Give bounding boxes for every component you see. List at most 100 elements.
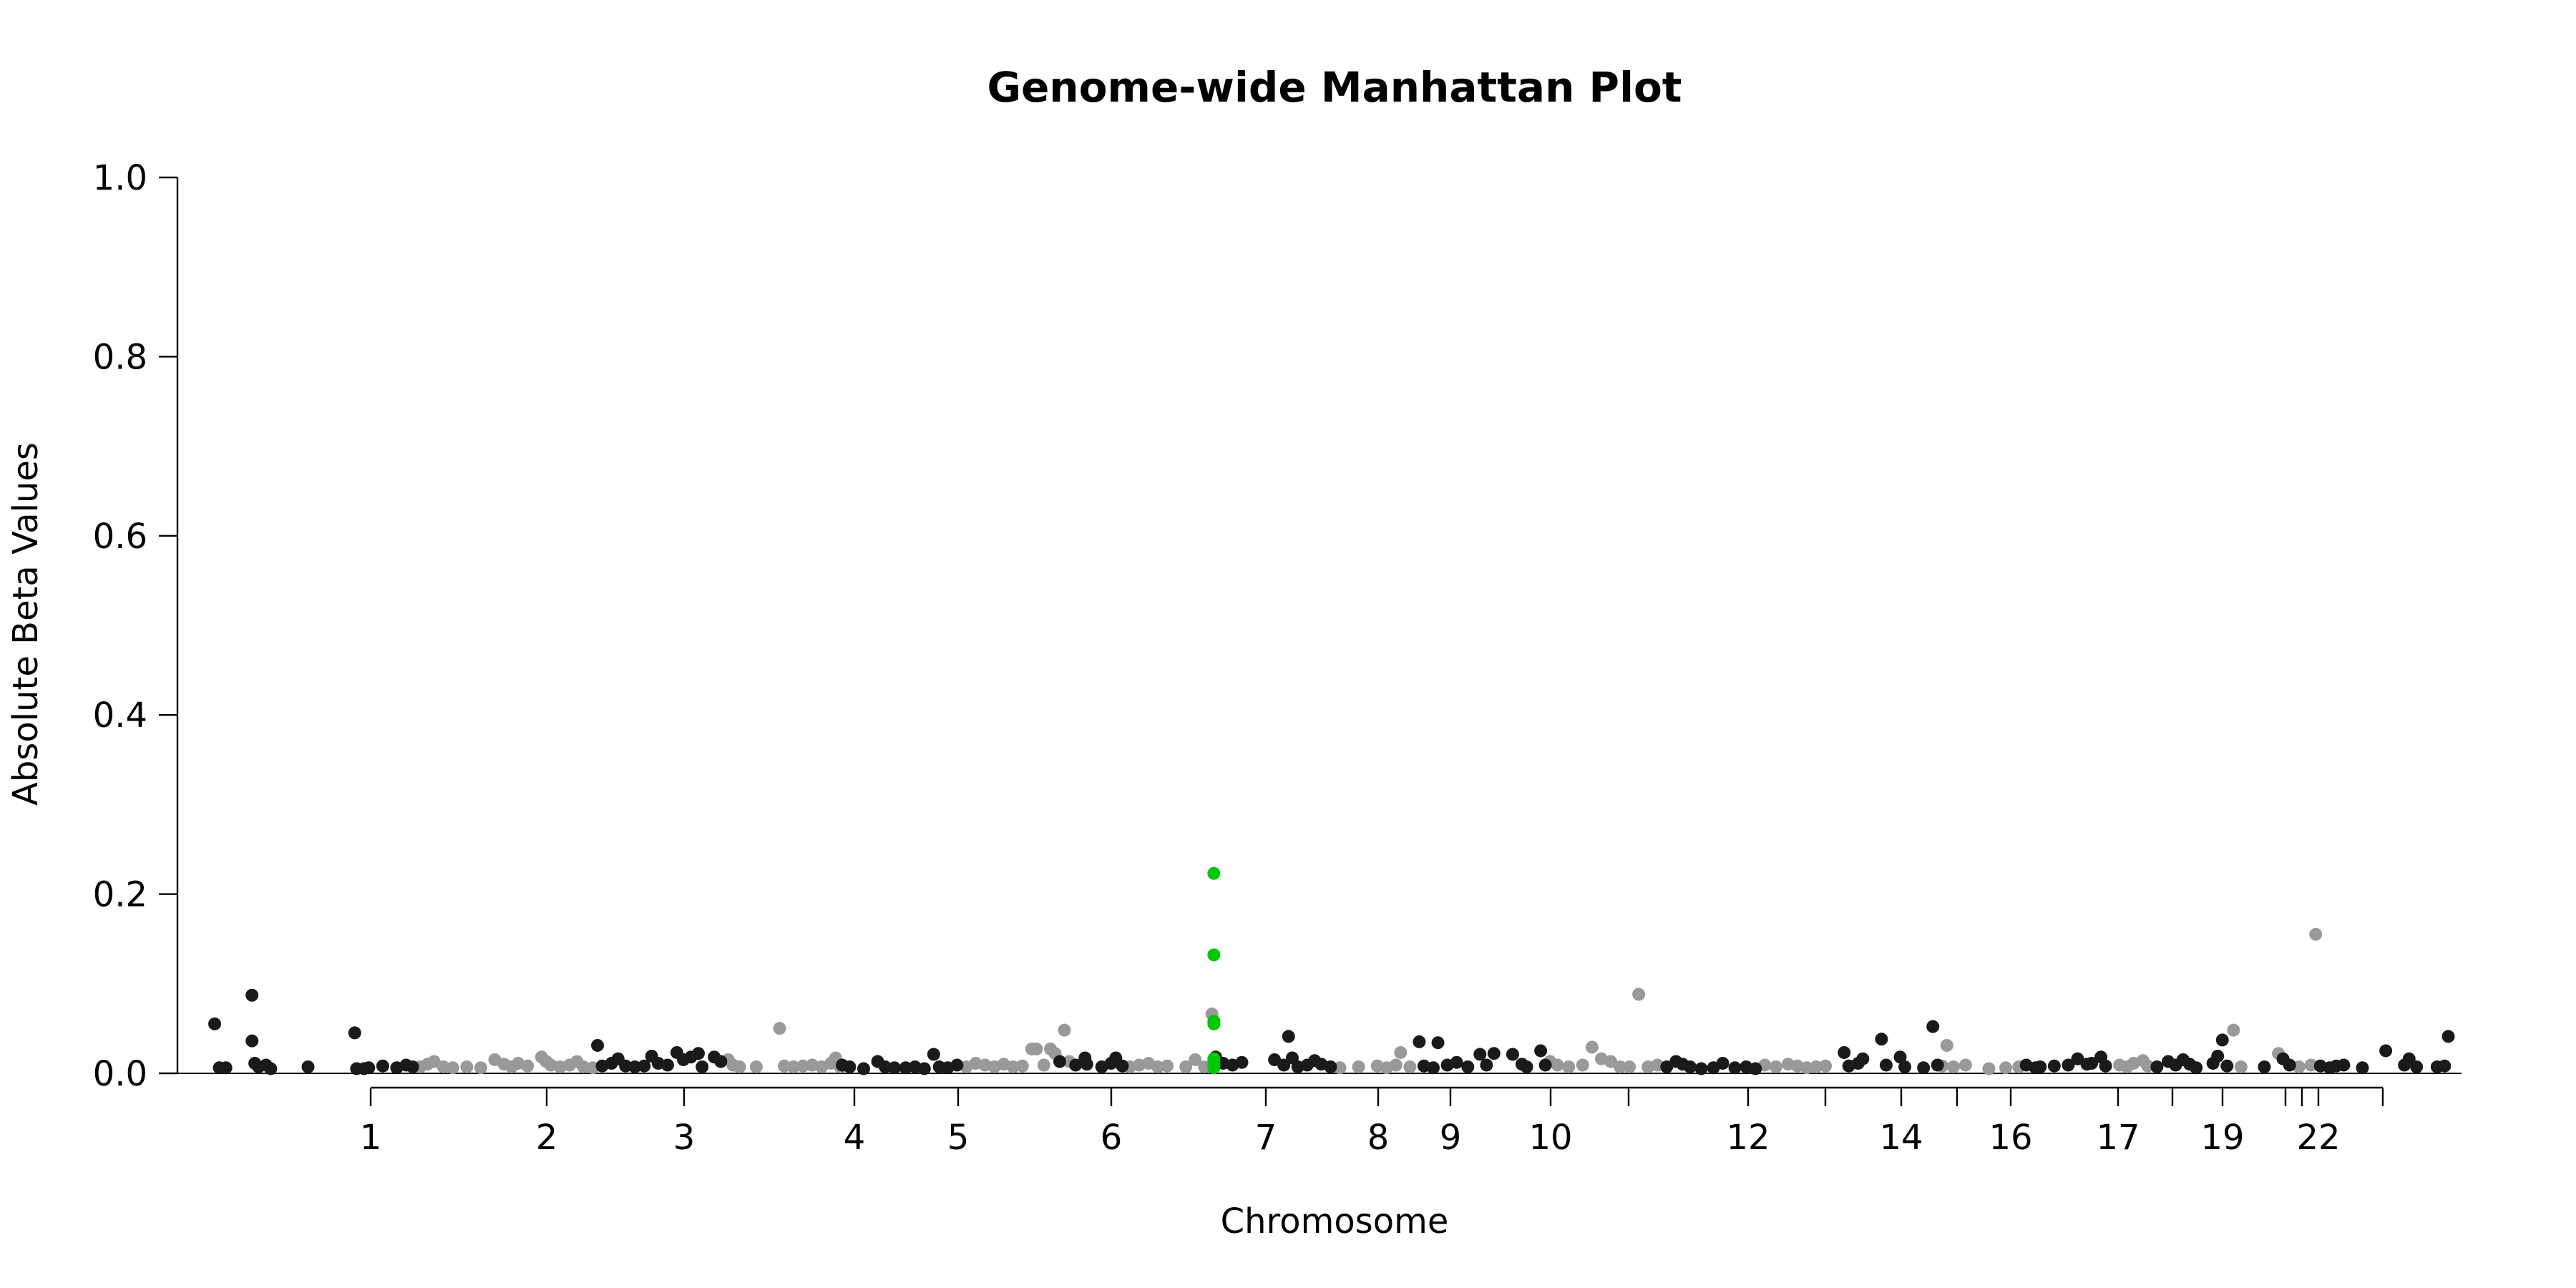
data-point [878, 1060, 892, 1073]
data-point [1940, 1038, 1953, 1052]
x-axis: 1 2 3 4 5 6 7 8 9 10 12 14 16 17 19 22 [177, 1073, 2462, 1158]
data-point [2438, 1059, 2451, 1073]
data-point [796, 1059, 810, 1073]
data-point [1324, 1060, 1337, 1073]
data-point [1769, 1060, 1782, 1073]
data-point [2190, 1061, 2203, 1075]
data-point [1538, 1058, 1552, 1072]
data-point [1728, 1061, 1742, 1075]
data-point [1926, 1020, 1940, 1033]
data-point [1403, 1060, 1417, 1073]
x-tick-label: 14 [1879, 1118, 1923, 1158]
x-tick-label: 8 [1367, 1118, 1390, 1158]
data-point [1333, 1061, 1347, 1075]
x-tick-label: 12 [1726, 1118, 1770, 1158]
data-point [1958, 1058, 1972, 1072]
y-tick-label: 0.4 [93, 696, 147, 736]
data-point [1352, 1060, 1365, 1073]
data-point [1660, 1060, 1674, 1073]
data-point [749, 1060, 763, 1073]
data-point [696, 1060, 709, 1073]
x-tick-label: 4 [844, 1118, 866, 1158]
data-point [1614, 1060, 1627, 1073]
x-tick-label: 3 [673, 1118, 696, 1158]
y-axis: 0.0 0.2 0.4 0.6 0.8 1.0 [93, 158, 179, 1094]
data-point [2234, 1060, 2248, 1073]
data-point [1982, 1062, 1996, 1075]
data-point [2071, 1052, 2084, 1065]
data-point [2309, 927, 2323, 941]
data-point [1585, 1040, 1599, 1054]
data-point [1800, 1061, 1814, 1075]
data-point [436, 1060, 450, 1073]
data-point [2150, 1060, 2164, 1073]
data-point [301, 1060, 315, 1073]
data-point [1562, 1060, 1576, 1073]
x-tick-label: 2 [536, 1118, 558, 1158]
data-point [1604, 1055, 1617, 1068]
data-point [474, 1061, 487, 1075]
x-tick-label: 17 [2096, 1118, 2140, 1158]
data-point [521, 1059, 535, 1073]
data-point [1053, 1055, 1067, 1068]
chart-title: Genome-wide Manhattan Plot [987, 63, 1682, 112]
data-point [1037, 1058, 1050, 1072]
data-point [1179, 1060, 1193, 1073]
highlighted-point [1207, 1017, 1221, 1030]
data-point [1268, 1053, 1282, 1066]
x-axis-label: Chromosome [1221, 1201, 1449, 1241]
data-point [1856, 1052, 1870, 1065]
x-tick-label: 1 [360, 1118, 382, 1158]
data-point [1623, 1060, 1636, 1073]
data-point [2356, 1061, 2369, 1075]
data-point [787, 1060, 801, 1073]
data-point [1694, 1062, 1708, 1075]
data-point [2034, 1060, 2047, 1073]
data-point [2402, 1052, 2416, 1065]
data-point [1473, 1048, 1487, 1061]
data-point [899, 1061, 912, 1075]
data-point [1879, 1058, 1893, 1072]
data-point [427, 1055, 441, 1068]
data-point [376, 1059, 389, 1073]
x-tick-label: 9 [1440, 1118, 1462, 1158]
highlighted-point [1207, 867, 1221, 880]
data-point [1749, 1062, 1762, 1075]
data-point [619, 1059, 633, 1073]
data-point [1006, 1060, 1020, 1073]
data-point [1534, 1044, 1548, 1058]
data-point [1461, 1060, 1475, 1073]
data-point [1413, 1035, 1426, 1048]
data-point [1946, 1060, 1960, 1073]
data-point [1450, 1055, 1463, 1069]
data-point [1810, 1060, 1823, 1073]
data-point [1875, 1033, 1888, 1046]
x-tick-label: 5 [947, 1118, 970, 1158]
data-point [406, 1060, 419, 1073]
data-point [1898, 1060, 1912, 1073]
data-point [460, 1060, 474, 1073]
data-point [888, 1061, 902, 1075]
data-point [2379, 1044, 2393, 1058]
data-point [1427, 1061, 1440, 1075]
data-point [446, 1061, 459, 1075]
data-point [2410, 1060, 2424, 1073]
data-point [843, 1060, 857, 1073]
data-point [1917, 1061, 1931, 1075]
y-tick-label: 1.0 [93, 158, 147, 198]
data-point [1632, 987, 1646, 1001]
x-tick-label: 7 [1255, 1118, 1277, 1158]
data-point [1576, 1058, 1589, 1072]
data-point [857, 1062, 870, 1075]
data-point [660, 1058, 674, 1072]
y-tick-label: 0.2 [93, 875, 147, 915]
data-point [1189, 1053, 1202, 1066]
x-tick-label: 10 [1528, 1118, 1572, 1158]
data-point [917, 1062, 931, 1075]
data-point [1151, 1060, 1165, 1073]
data-point [2304, 1058, 2318, 1072]
data-point [362, 1061, 376, 1075]
data-point [691, 1047, 705, 1060]
y-tick-label: 0.0 [93, 1054, 147, 1094]
